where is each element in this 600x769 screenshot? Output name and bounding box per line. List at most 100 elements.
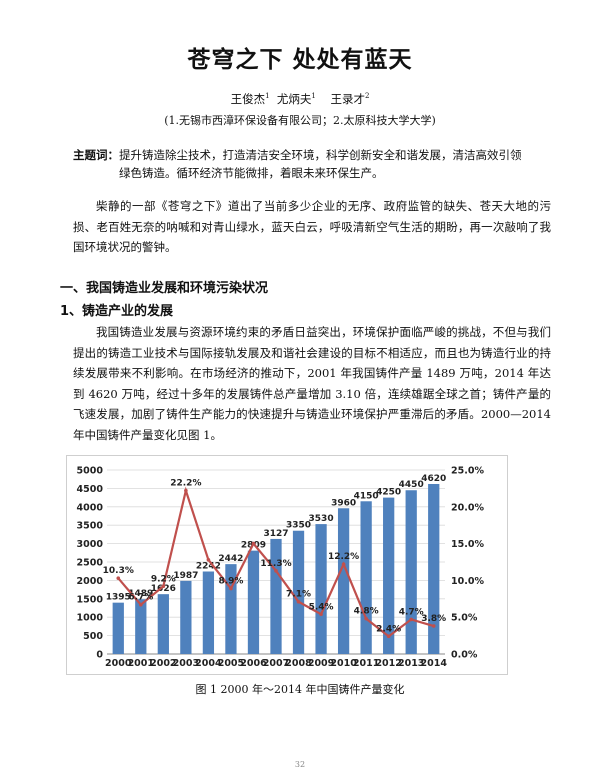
y-left-tick-label: 2000 [77, 576, 104, 587]
growth-rate-label: 11.3% [260, 559, 291, 569]
author-affil-mark: 2 [364, 92, 370, 101]
growth-rate-point [341, 562, 346, 567]
x-tick-label: 2009 [308, 658, 334, 669]
x-tick-label: 2007 [263, 658, 289, 669]
bar-value-label: 3530 [309, 514, 334, 524]
y-left-tick-label: 1500 [77, 594, 104, 605]
keywords-line-2: 绿色铸造。循环经济节能微排，着眼未来环保生产。 [119, 166, 384, 180]
bar-value-label: 4450 [399, 480, 424, 490]
author-name: 王俊杰 [230, 92, 266, 106]
bar [202, 571, 215, 654]
x-tick-label: 2013 [398, 658, 424, 669]
growth-rate-label: 9.2% [151, 574, 176, 584]
bar [428, 483, 440, 654]
growth-rate-point [274, 569, 278, 573]
x-tick-label: 2010 [330, 658, 357, 669]
x-tick-label: 2008 [285, 658, 312, 669]
x-tick-label: 2002 [150, 658, 176, 669]
y-right-tick-label: 15.0% [451, 539, 484, 550]
growth-rate-point [364, 616, 368, 621]
bar-value-label: 2242 [196, 561, 221, 571]
growth-rate-point [251, 541, 256, 546]
bar-value-label: 1489 [128, 589, 153, 599]
x-tick-label: 2014 [421, 658, 448, 669]
growth-rate-label: 10.3% [103, 566, 134, 576]
y-right-tick-label: 10.0% [451, 576, 484, 587]
x-tick-label: 2001 [128, 658, 154, 669]
growth-rate-label: 4.8% [354, 607, 379, 617]
keywords-line-1: 提升铸造除尘技术，打造清洁安全环境，科学创新安全和谐发展，清洁高效引领 [119, 148, 522, 162]
y-left-tick-label: 0 [96, 650, 103, 661]
page-number: 32 [294, 760, 306, 769]
x-tick-label: 2011 [353, 658, 379, 669]
bar-value-label: 4250 [376, 488, 401, 498]
growth-rate-label: 5.4% [309, 602, 334, 612]
bar-value-label: 4620 [421, 474, 446, 484]
growth-rate-label: 6.7% [128, 593, 153, 603]
bar [292, 530, 305, 654]
y-left-tick-label: 5000 [77, 466, 104, 477]
author-name: 尤炳夫 [276, 92, 312, 106]
bar [383, 497, 395, 654]
bar-value-label: 3127 [263, 529, 288, 539]
x-tick-label: 2004 [195, 658, 222, 669]
growth-rate-point [116, 576, 121, 580]
growth-rate-point [161, 584, 166, 589]
figure-1-chart: 0 500 1000 1500 2000 2500 3000 3500 4000 4500 5000… [66, 455, 508, 675]
growth-rate-point [296, 599, 301, 604]
y-right-tick-label: 5.0% [451, 613, 478, 624]
x-tick-label: 2006 [240, 658, 267, 669]
bar-value-label: 1395 [106, 593, 131, 603]
bar [315, 524, 327, 654]
author-affil-mark: 1 [311, 92, 316, 101]
bar [247, 550, 260, 654]
growth-rate-point [139, 602, 143, 607]
bar [135, 599, 147, 654]
subsection-heading: 1、铸造产业的发展 [60, 304, 174, 319]
section-heading: 一、我国铸造业发展和环境污染状况 [60, 281, 269, 296]
author-name: 王录才 [330, 92, 365, 106]
growth-rate-point [431, 624, 436, 628]
x-tick-label: 2000 [105, 658, 132, 669]
y-left-tick-label: 3000 [77, 539, 104, 550]
keywords-block: 主题词：提升铸造除尘技术，打造清洁安全环境，科学创新安全和谐发展，清洁高效引领 … [73, 146, 551, 182]
bar-value-label: 1626 [151, 584, 176, 594]
growth-rate-point [386, 634, 391, 639]
growth-rate-point [206, 557, 211, 562]
growth-rate-point [184, 488, 188, 493]
bar [180, 580, 192, 654]
bar [225, 564, 237, 654]
bar-value-label: 4150 [354, 491, 379, 501]
author-affil-mark: 1 [265, 92, 270, 101]
chart-svg: 0 500 1000 1500 2000 2500 3000 3500 4000 4500 5000… [77, 466, 485, 670]
y-left-tick-label: 4000 [77, 502, 104, 513]
y-right-tick-label: 20.0% [451, 502, 484, 513]
y-left-tick-label: 1000 [77, 613, 104, 624]
growth-rate-point [229, 586, 233, 591]
body-paragraph: 我国铸造业发展与资源环境约束的矛盾日益突出，环境保护面临严峻的挑战，不但与我们提… [73, 325, 551, 442]
bar-value-label: 3960 [331, 498, 356, 508]
bar [270, 538, 282, 654]
bar [360, 501, 372, 654]
bar [112, 602, 124, 654]
y-left-tick-label: 500 [83, 631, 103, 642]
author-list: 王俊杰1 尤炳夫1 王录才2 [0, 91, 600, 107]
growth-rate-point [409, 617, 414, 622]
growth-rate-label: 2.4% [376, 624, 401, 634]
bar-value-label: 3350 [286, 521, 311, 531]
bar-value-label: 2442 [218, 554, 243, 564]
bar [157, 594, 169, 654]
growth-rate-label: 7.1% [286, 590, 311, 600]
y-right-tick-label: 0.0% [451, 650, 478, 661]
bar [337, 508, 350, 654]
growth-rate-label: 12.2% [328, 552, 359, 562]
y-right-tick-label: 25.0% [451, 466, 484, 477]
figure-caption: 图 1 2000 年～2014 年中国铸件产量变化 [195, 683, 405, 696]
x-tick-label: 2012 [375, 658, 401, 669]
growth-rate-point [319, 612, 323, 617]
bar-value-label: 1987 [173, 571, 198, 581]
intro-paragraph: 柴静的一部《苍穹之下》道出了当前多少企业的无序、政府监管的缺失、苍天大地的污损、… [73, 199, 551, 254]
growth-rate-label: 22.2% [170, 479, 201, 489]
y-left-tick-label: 4500 [77, 484, 104, 495]
bar [405, 490, 417, 654]
